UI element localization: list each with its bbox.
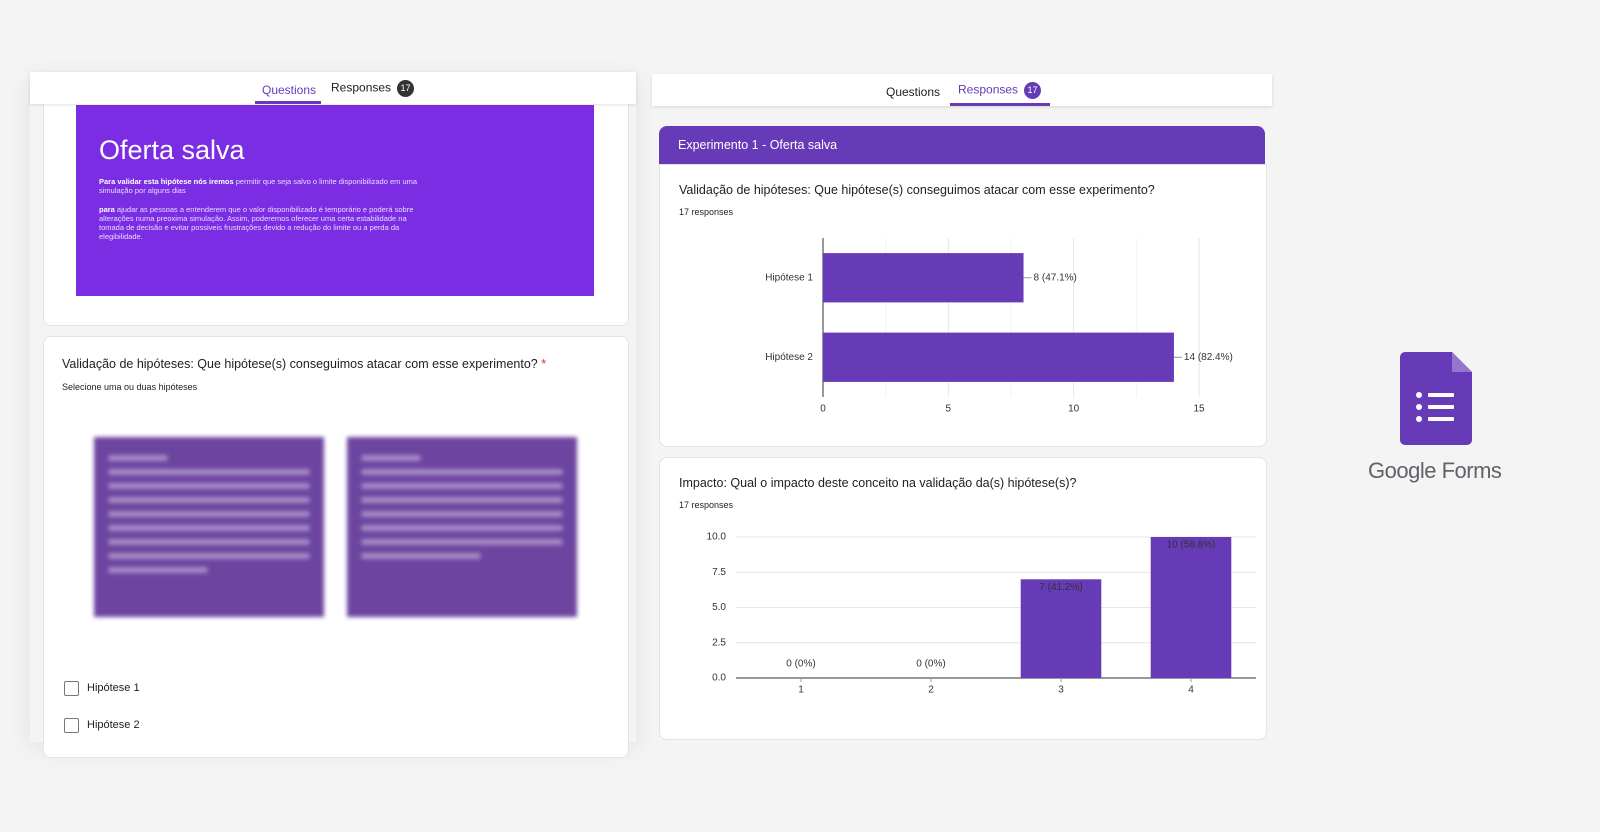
chart-card: Validação de hipóteses: Que hipótese(s) … (659, 164, 1267, 447)
chart-title: Impacto: Qual o impacto deste conceito n… (679, 476, 1077, 490)
left-panel: Questions Responses 17 Oferta salva Para … (30, 72, 636, 758)
bold-text: Para validar esta hipótese nós iremos (99, 177, 234, 186)
tab-label: Responses (331, 80, 392, 95)
checkbox[interactable] (64, 681, 79, 696)
forms-icon (1400, 352, 1472, 445)
logo-forms: Forms (1441, 458, 1502, 483)
bold-text: para (99, 205, 115, 214)
badge: 17 (1024, 82, 1042, 99)
question-card: Validação de hipóteses: Que hipótese(s) … (43, 336, 629, 758)
tab-label: Responses (958, 82, 1019, 97)
banner: Oferta salva Para validar esta hipótese … (76, 105, 594, 296)
option-label: Hipótese 1 (87, 682, 140, 694)
banner-text: para ajudar as pessoas a entenderem que … (99, 205, 429, 241)
text: ajudar as pessoas a entenderem que o val… (99, 205, 414, 241)
blurred-image (347, 437, 577, 617)
chart-title: Validação de hipóteses: Que hipótese(s) … (679, 183, 1155, 197)
tab[interactable]: Questions (262, 83, 317, 97)
tab[interactable]: Questions (886, 85, 941, 99)
banner-title: Oferta salva (99, 135, 245, 165)
right-panel: Questions Responses 17 Experimento 1 - Of… (652, 74, 1272, 740)
option-label: Hipótese 2 (87, 719, 140, 731)
tab-bar: Questions Responses 17 (652, 74, 1272, 106)
chart-card: Impacto: Qual o impacto deste conceito n… (659, 457, 1267, 740)
text: Validação de hipóteses: Que hipótese(s) … (62, 357, 538, 371)
badge: 17 (397, 80, 415, 97)
section-header: Experimento 1 - Oferta salva (659, 126, 1265, 164)
tab[interactable]: Responses 17 (958, 82, 1042, 99)
tab-underline (255, 101, 321, 104)
help-text: Selecione uma ou duas hipóteses (62, 382, 198, 392)
checkbox[interactable] (64, 718, 79, 733)
required: * (541, 357, 547, 371)
logo-google: Google (1368, 458, 1436, 483)
chart-subtitle: 17 responses (679, 500, 734, 510)
question-title: Validação de hipóteses: Que hipótese(s) … (62, 357, 546, 371)
text: permitir que seja salvo o limite disponi… (99, 177, 418, 195)
tab-underline (950, 103, 1050, 106)
chart-subtitle: 17 responses (679, 207, 734, 217)
tab[interactable]: Responses 17 (331, 80, 415, 97)
logo-text: Google Forms (1368, 458, 1502, 484)
banner-card: Oferta salva Para validar esta hipótese … (43, 92, 629, 326)
tab-bar: Questions Responses 17 (30, 72, 636, 104)
banner-text: Para validar esta hipótese nós iremos pe… (99, 177, 429, 195)
blurred-image (94, 437, 324, 617)
